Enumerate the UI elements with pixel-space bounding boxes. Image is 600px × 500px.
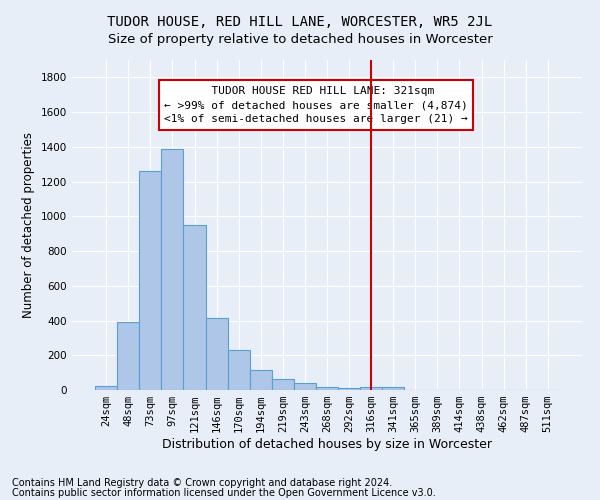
Bar (184, 225, 206, 390)
Bar (227, 350, 250, 390)
Bar (272, 378, 294, 390)
Bar (338, 388, 360, 390)
Text: TUDOR HOUSE RED HILL LANE: 321sqm
← >99% of detached houses are smaller (4,874)
: TUDOR HOUSE RED HILL LANE: 321sqm ← >99%… (164, 86, 468, 124)
Text: Contains public sector information licensed under the Open Government Licence v3: Contains public sector information licen… (12, 488, 436, 498)
Bar (250, 370, 272, 390)
Text: Size of property relative to detached houses in Worcester: Size of property relative to detached ho… (107, 32, 493, 46)
Bar (161, 148, 184, 390)
Bar (294, 383, 316, 390)
Text: Contains HM Land Registry data © Crown copyright and database right 2024.: Contains HM Land Registry data © Crown c… (12, 478, 392, 488)
Bar (382, 388, 404, 390)
Text: TUDOR HOUSE, RED HILL LANE, WORCESTER, WR5 2JL: TUDOR HOUSE, RED HILL LANE, WORCESTER, W… (107, 15, 493, 29)
Bar (117, 322, 139, 390)
Bar (95, 386, 117, 390)
Bar (316, 386, 338, 390)
Bar (360, 386, 382, 390)
X-axis label: Distribution of detached houses by size in Worcester: Distribution of detached houses by size … (162, 438, 492, 451)
Bar (139, 171, 161, 390)
Y-axis label: Number of detached properties: Number of detached properties (22, 132, 35, 318)
Bar (206, 318, 227, 390)
